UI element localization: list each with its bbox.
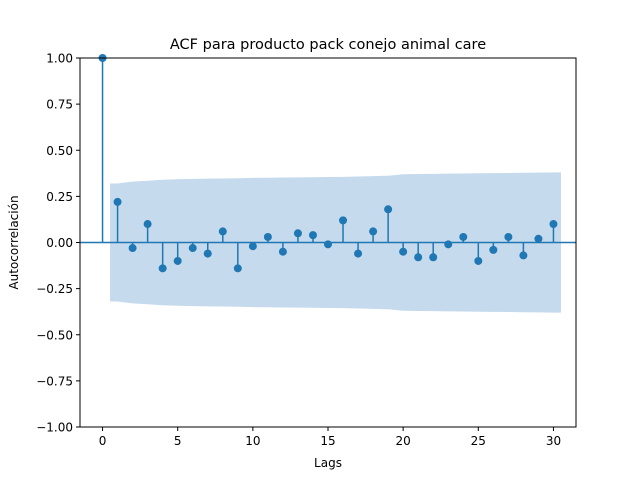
x-tick-label: 0 (99, 434, 107, 448)
acf-point (308, 231, 317, 240)
y-tick-label: −1.00 (36, 421, 73, 435)
acf-point (549, 220, 558, 229)
acf-point (248, 242, 257, 251)
acf-point (143, 220, 152, 229)
acf-point (203, 249, 212, 258)
x-tick-label: 30 (546, 434, 561, 448)
acf-point (444, 240, 453, 249)
acf-point (233, 264, 242, 273)
acf-point (429, 253, 438, 262)
y-tick-label: 0.00 (46, 236, 73, 250)
acf-point (263, 232, 272, 241)
acf-point (534, 234, 543, 243)
acf-point (339, 216, 348, 225)
x-tick-label: 10 (245, 434, 260, 448)
acf-point (459, 232, 468, 241)
axes: 0 5 10 15 20 25 30 −1.00 −0.75 −0.50 −0.25 0.00 0.25… (36, 52, 561, 449)
acf-point (474, 256, 483, 265)
x-tick-label: 25 (471, 434, 486, 448)
acf-point (173, 256, 182, 265)
y-tick-label: 0.50 (46, 144, 73, 158)
acf-point (188, 244, 197, 253)
acf-point (414, 253, 423, 262)
x-tick-label: 5 (174, 434, 182, 448)
acf-point (324, 240, 332, 249)
plot-area (80, 54, 576, 313)
acf-point (384, 205, 393, 214)
x-tick-label: 20 (396, 434, 411, 448)
y-tick-label: 1.00 (46, 52, 73, 66)
acf-point (519, 251, 528, 260)
y-tick-label: −0.25 (36, 282, 73, 296)
x-tick-label: 15 (320, 434, 335, 448)
y-tick-label: −0.50 (36, 328, 73, 342)
acf-point (293, 229, 302, 238)
acf-point (399, 247, 408, 256)
acf-point (369, 227, 378, 236)
x-axis-label: Lags (314, 456, 342, 470)
acf-point (504, 232, 513, 241)
acf-point (158, 264, 167, 273)
acf-point (128, 244, 137, 253)
acf-point (354, 249, 363, 258)
chart-title: ACF para producto pack conejo animal car… (170, 37, 486, 53)
acf-point (113, 197, 122, 206)
y-tick-label: 0.25 (46, 190, 73, 204)
acf-point (489, 245, 498, 254)
acf-point (218, 227, 227, 236)
y-tick-label: 0.75 (46, 98, 73, 112)
y-tick-label: −0.75 (36, 374, 73, 388)
y-axis-label: Autocorrelación (7, 195, 21, 289)
acf-point (278, 247, 287, 256)
